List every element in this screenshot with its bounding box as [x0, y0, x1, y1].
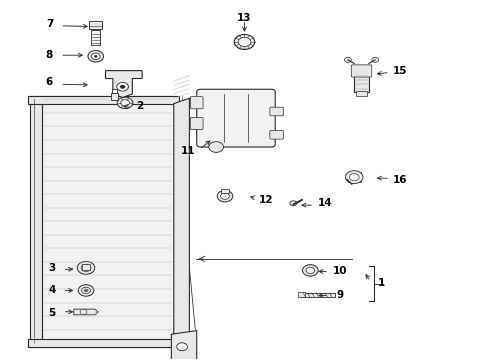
Circle shape: [120, 85, 125, 89]
Bar: [27, 96, 178, 104]
Polygon shape: [171, 330, 196, 360]
Circle shape: [117, 82, 128, 91]
Polygon shape: [105, 71, 142, 98]
Circle shape: [77, 261, 95, 274]
Bar: [112, 89, 117, 93]
Circle shape: [220, 193, 229, 199]
Circle shape: [238, 37, 250, 46]
Text: 9: 9: [335, 291, 343, 301]
Bar: [298, 292, 305, 297]
Circle shape: [371, 57, 378, 62]
Circle shape: [302, 265, 318, 276]
Circle shape: [117, 97, 133, 109]
Text: 5: 5: [48, 309, 56, 318]
FancyBboxPatch shape: [269, 131, 283, 139]
Text: 1: 1: [377, 278, 384, 288]
FancyBboxPatch shape: [350, 65, 371, 77]
Circle shape: [176, 343, 187, 351]
Text: 12: 12: [259, 195, 273, 205]
Text: 7: 7: [46, 19, 53, 29]
Bar: [353, 65, 368, 92]
Text: 4: 4: [48, 285, 56, 296]
Text: 13: 13: [237, 13, 251, 23]
Circle shape: [348, 174, 358, 181]
Text: 6: 6: [46, 77, 53, 87]
Text: 14: 14: [317, 198, 331, 208]
Circle shape: [121, 100, 129, 106]
Circle shape: [78, 285, 94, 296]
Circle shape: [84, 289, 88, 292]
Bar: [110, 93, 118, 100]
Circle shape: [217, 190, 232, 202]
Circle shape: [94, 55, 97, 57]
Polygon shape: [173, 98, 189, 350]
Circle shape: [81, 287, 90, 294]
Circle shape: [80, 310, 87, 315]
Circle shape: [91, 53, 100, 59]
Circle shape: [208, 141, 223, 152]
FancyBboxPatch shape: [196, 89, 275, 147]
Bar: [30, 96, 42, 347]
Bar: [355, 91, 366, 96]
Text: 3: 3: [48, 263, 56, 273]
Circle shape: [81, 264, 91, 271]
Text: 10: 10: [332, 266, 346, 276]
FancyBboxPatch shape: [190, 117, 203, 130]
Circle shape: [88, 50, 103, 62]
Text: 15: 15: [392, 66, 407, 76]
Circle shape: [345, 171, 362, 184]
Bar: [81, 264, 90, 270]
Bar: [27, 339, 178, 347]
Bar: [89, 21, 102, 30]
FancyBboxPatch shape: [190, 96, 203, 109]
Text: 8: 8: [46, 50, 53, 60]
Bar: [42, 96, 173, 347]
Bar: [300, 293, 334, 297]
Text: 2: 2: [136, 102, 143, 112]
Polygon shape: [74, 309, 98, 315]
Bar: [347, 172, 360, 182]
Circle shape: [305, 267, 314, 274]
Circle shape: [289, 201, 296, 206]
FancyBboxPatch shape: [269, 107, 283, 116]
Circle shape: [234, 35, 254, 49]
Circle shape: [344, 57, 350, 62]
Bar: [221, 189, 228, 193]
Text: 16: 16: [392, 175, 407, 185]
Bar: [91, 30, 100, 45]
Text: 11: 11: [181, 146, 195, 156]
